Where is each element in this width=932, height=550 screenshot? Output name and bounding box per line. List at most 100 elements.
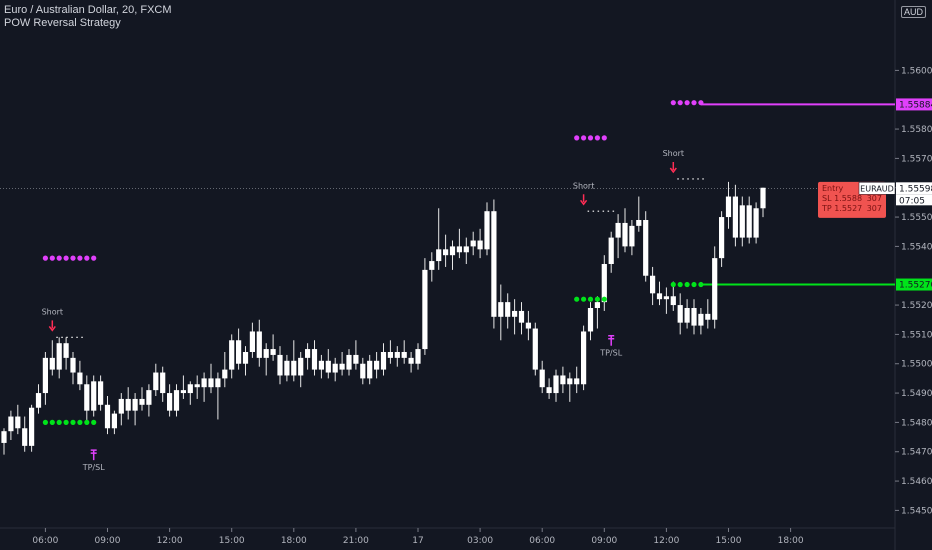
short-label: Short [663, 149, 684, 158]
target-dot [70, 419, 76, 425]
stop-dot [594, 135, 601, 141]
short-label: Short [573, 181, 594, 190]
candle-body [194, 384, 200, 388]
time-tick-label: 15:00 [716, 536, 742, 546]
target-dot [691, 281, 697, 288]
tpsl-label: TP/SL [82, 463, 105, 472]
trade-info-text: SL 1.5588 [822, 194, 862, 203]
candle-body [525, 322, 531, 329]
target-dot [77, 419, 83, 425]
price-tick-label: 1.54700 [901, 448, 932, 458]
candle-body [643, 220, 649, 276]
time-tick-label: 17 [412, 536, 423, 546]
candle-body [270, 349, 276, 355]
countdown-label [896, 194, 932, 206]
time-tick-label: 12:00 [157, 536, 183, 546]
candle-body [236, 340, 242, 364]
candle-body [760, 187, 766, 209]
time-tick-label: 18:00 [281, 536, 307, 546]
candle-body [705, 313, 711, 320]
candle-body [277, 354, 283, 376]
candle-body [49, 357, 55, 370]
candle-body [229, 340, 235, 370]
candle-body [567, 378, 573, 385]
price-tick-label: 1.55000 [901, 360, 932, 370]
short-arrow-head-icon [580, 199, 588, 206]
time-tick-label: 03:00 [467, 536, 493, 546]
candle-body [753, 208, 759, 238]
price-tick-label: 1.55200 [901, 301, 932, 311]
candle-body [415, 349, 421, 364]
stop-dot [49, 255, 55, 261]
indicator-name: POW Reversal Strategy [4, 17, 121, 29]
candle-body [739, 205, 745, 238]
target-dot [677, 281, 683, 288]
candle-body [256, 331, 262, 358]
stop-dot [91, 255, 97, 261]
price-axis-label-text: 1.55598 [899, 184, 932, 194]
candle-body [553, 375, 559, 394]
symbol-tag [858, 182, 896, 195]
candle-body [581, 331, 587, 385]
currency-badge[interactable]: AUD [900, 6, 926, 18]
target-dot [63, 419, 69, 425]
candle-body [456, 246, 462, 253]
price-tick-label: 1.55400 [901, 242, 932, 252]
short-arrow-head-icon [48, 325, 56, 332]
stop-dot [42, 255, 49, 261]
candle-body [374, 360, 380, 370]
candle-body [298, 357, 304, 376]
countdown-text: 07:05 [899, 196, 925, 206]
candle-body [98, 381, 104, 405]
candle-body [443, 249, 449, 256]
time-tick-label: 06:00 [529, 536, 555, 546]
candle-body [436, 249, 442, 262]
price-tick-label: 1.54600 [901, 477, 932, 487]
candle-body [284, 360, 290, 376]
candle-body [249, 331, 255, 352]
price-tick-label: 1.55700 [901, 154, 932, 164]
candle-body [56, 343, 62, 370]
target-dot [594, 296, 601, 302]
trade-info-pips: 307 [867, 194, 882, 203]
time-tick-label: 09:00 [591, 536, 617, 546]
candle-body [663, 296, 669, 300]
candle-body [70, 357, 76, 373]
price-tick-label: 1.56000 [901, 66, 932, 76]
candle-body [35, 393, 42, 408]
candle-body [656, 293, 663, 300]
candle-body [63, 343, 69, 358]
target-dot [49, 419, 55, 425]
candle-body [546, 387, 552, 394]
candle-body [505, 302, 511, 317]
candle-body [15, 416, 21, 429]
target-dot [581, 296, 587, 302]
trade-info-text: TP 1.5527 [821, 204, 862, 213]
candle-body [22, 428, 28, 446]
candle-body [263, 349, 269, 358]
candle-body [153, 372, 159, 391]
candle-body [167, 393, 173, 411]
candle-body [305, 349, 311, 358]
candle-body [746, 205, 752, 238]
candle-body [574, 378, 580, 385]
candle-body [629, 225, 635, 247]
candle-body [180, 390, 186, 394]
price-tick-label: 1.54900 [901, 389, 932, 399]
candle-body [360, 363, 366, 379]
candle-body [339, 363, 345, 370]
target-dot [601, 296, 607, 302]
candle-body [691, 308, 697, 326]
candle-body [684, 308, 690, 323]
target-dot [42, 419, 49, 425]
price-axis-label [896, 98, 932, 111]
candle-body [208, 378, 214, 388]
target-dot [91, 419, 97, 425]
candle-body [318, 360, 324, 370]
candle-body [291, 360, 297, 376]
price-axis-label [896, 278, 932, 291]
candle-body [532, 328, 538, 370]
candle-body [512, 310, 518, 317]
candle-body [146, 390, 152, 405]
